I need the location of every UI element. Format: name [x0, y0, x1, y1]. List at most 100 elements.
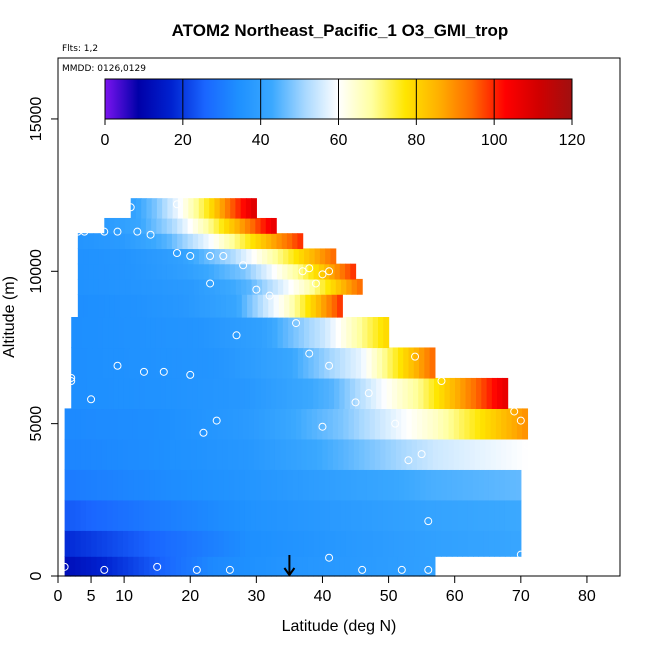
heatmap-cell [371, 556, 378, 577]
heatmap-cell [145, 217, 152, 234]
heatmap-cell [207, 377, 214, 410]
observation-point [126, 203, 135, 212]
heatmap-cell [366, 347, 373, 379]
heatmap-cell [192, 347, 199, 379]
heatmap-cell [75, 556, 82, 577]
heatmap-cell [181, 530, 188, 557]
heatmap-cell [109, 233, 116, 250]
observation-point [364, 389, 373, 398]
heatmap-cell [280, 438, 287, 470]
heatmap-cell [469, 438, 476, 470]
heatmap-cell [460, 377, 467, 410]
heatmap-cell [122, 438, 129, 470]
heatmap-cell [234, 499, 241, 531]
heatmap-cell [296, 438, 302, 470]
arrow-head [283, 567, 296, 577]
heatmap-cell [207, 530, 214, 557]
heatmap-cell [265, 377, 272, 410]
heatmap-cell [272, 317, 279, 349]
heatmap-cell [191, 556, 198, 577]
heatmap-cell [75, 469, 82, 501]
heatmap-cell [90, 408, 97, 440]
heatmap-cell [206, 438, 213, 470]
heatmap-cell [459, 408, 465, 440]
heatmap-cell [138, 499, 145, 531]
heatmap-cell [207, 469, 214, 501]
y-axis-label: Altitude (m) [1, 276, 18, 358]
heatmap-cell [446, 530, 453, 557]
heatmap-cell [433, 377, 440, 410]
heatmap-cell [348, 408, 355, 440]
heatmap-cell [111, 438, 118, 470]
heatmap-cell [306, 438, 313, 470]
heatmap-cell [90, 438, 97, 470]
heatmap-cell [92, 377, 99, 410]
heatmap-cell [252, 294, 259, 318]
heatmap-cell [406, 408, 413, 440]
heatmap-cell [324, 530, 331, 557]
heatmap-cell [361, 469, 368, 501]
heatmap-cell [432, 438, 439, 470]
heatmap-cell [239, 469, 246, 501]
heatmap-cell [335, 278, 342, 295]
heatmap-cell [102, 377, 109, 410]
heatmap-cell [266, 469, 273, 501]
heatmap-cell [197, 347, 204, 379]
heatmap-cell [107, 469, 113, 501]
heatmap-cell [157, 294, 164, 318]
heatmap-cell [169, 408, 176, 440]
heatmap-cell [124, 233, 131, 250]
heatmap-cell [276, 263, 283, 280]
heatmap-cell [255, 347, 262, 379]
heatmap-cell [464, 438, 471, 470]
heatmap-cell [213, 217, 220, 234]
heatmap-cell [227, 408, 234, 440]
heatmap-cell [177, 233, 183, 250]
heatmap-cell [234, 347, 241, 379]
heatmap-cell [353, 408, 360, 440]
heatmap-cell [223, 556, 230, 577]
heatmap-cell [165, 556, 171, 577]
heatmap-cell [255, 233, 262, 250]
heatmap-cell [256, 278, 263, 295]
heatmap-cell [112, 469, 119, 501]
heatmap-cell [332, 408, 339, 440]
heatmap-cell [244, 530, 251, 557]
heatmap-cell [303, 469, 310, 501]
heatmap-cell [183, 278, 189, 295]
heatmap-cell [355, 347, 362, 379]
heatmap-cell [76, 377, 83, 410]
heatmap-cell [217, 438, 223, 470]
heatmap-cell [64, 438, 71, 470]
y-tick-label: 0 [28, 571, 45, 580]
heatmap-cell [495, 438, 502, 470]
heatmap-cell [302, 556, 309, 577]
heatmap-cell [356, 530, 363, 557]
heatmap-cell [165, 499, 172, 531]
heatmap-cell [425, 530, 432, 557]
heatmap-cell [154, 499, 161, 531]
heatmap-cell [122, 530, 129, 557]
heatmap-cell [161, 263, 168, 280]
heatmap-cell [197, 469, 204, 501]
heatmap-cell [177, 263, 184, 280]
heatmap-cell [102, 317, 109, 349]
heatmap-cell [292, 347, 299, 379]
heatmap-cell [64, 499, 71, 531]
heatmap-cell [355, 556, 362, 577]
heatmap-cell [135, 263, 142, 280]
observation-point [397, 565, 406, 574]
heatmap-cell [268, 294, 275, 318]
heatmap-cell [204, 198, 210, 219]
heatmap-cell [298, 278, 305, 295]
heatmap-cell [359, 438, 365, 470]
heatmap-cell [114, 217, 121, 234]
heatmap-cell [192, 377, 199, 410]
heatmap-cell [287, 530, 294, 557]
heatmap-cell [285, 408, 292, 440]
heatmap-cell [348, 438, 355, 470]
heatmap-cell [248, 408, 255, 440]
observation-point [100, 565, 109, 574]
heatmap-cell [239, 217, 246, 234]
heatmap-cell [337, 294, 343, 318]
